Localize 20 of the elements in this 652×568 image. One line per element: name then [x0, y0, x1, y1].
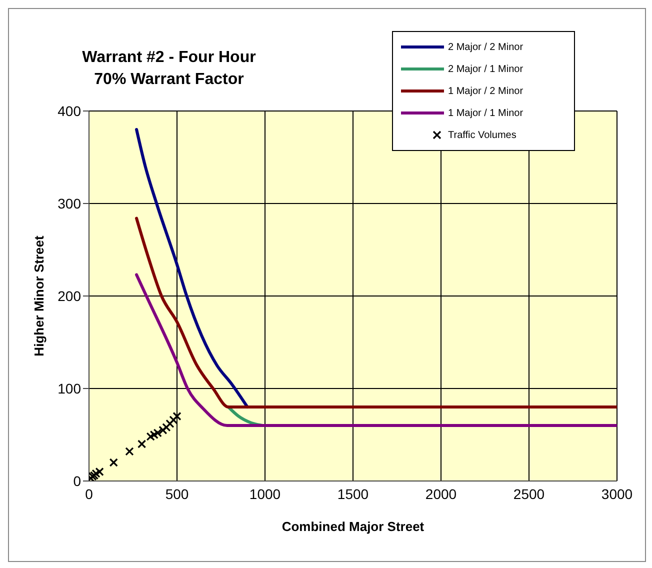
x-tick-label: 2000: [425, 486, 457, 502]
legend-label: 2 Major / 2 Minor: [448, 42, 524, 52]
y-tick-label: 100: [58, 380, 82, 396]
legend-label: Traffic Volumes: [448, 130, 516, 140]
legend-label: 2 Major / 1 Minor: [448, 64, 524, 74]
y-tick-label: 200: [58, 288, 82, 304]
x-tick-label: 1500: [337, 486, 369, 502]
x-tick-label: 500: [165, 486, 189, 502]
x-axis-title: Combined Major Street: [282, 519, 425, 534]
x-tick-label: 1000: [249, 486, 281, 502]
legend-label: 1 Major / 1 Minor: [448, 108, 524, 118]
y-tick-label: 400: [58, 102, 82, 119]
y-axis-title: Higher Minor Street: [32, 235, 47, 356]
x-tick-label: 2500: [513, 486, 545, 502]
chart-title: Warrant #2 - Four Hour 70% Warrant Factor: [81, 48, 257, 90]
legend-label: 1 Major / 2 Minor: [448, 86, 524, 96]
y-tick-label: 0: [73, 472, 82, 489]
y-tick-label: 300: [58, 195, 82, 212]
x-tick-label: 3000: [601, 486, 633, 502]
x-tick-label: 0: [85, 486, 94, 502]
